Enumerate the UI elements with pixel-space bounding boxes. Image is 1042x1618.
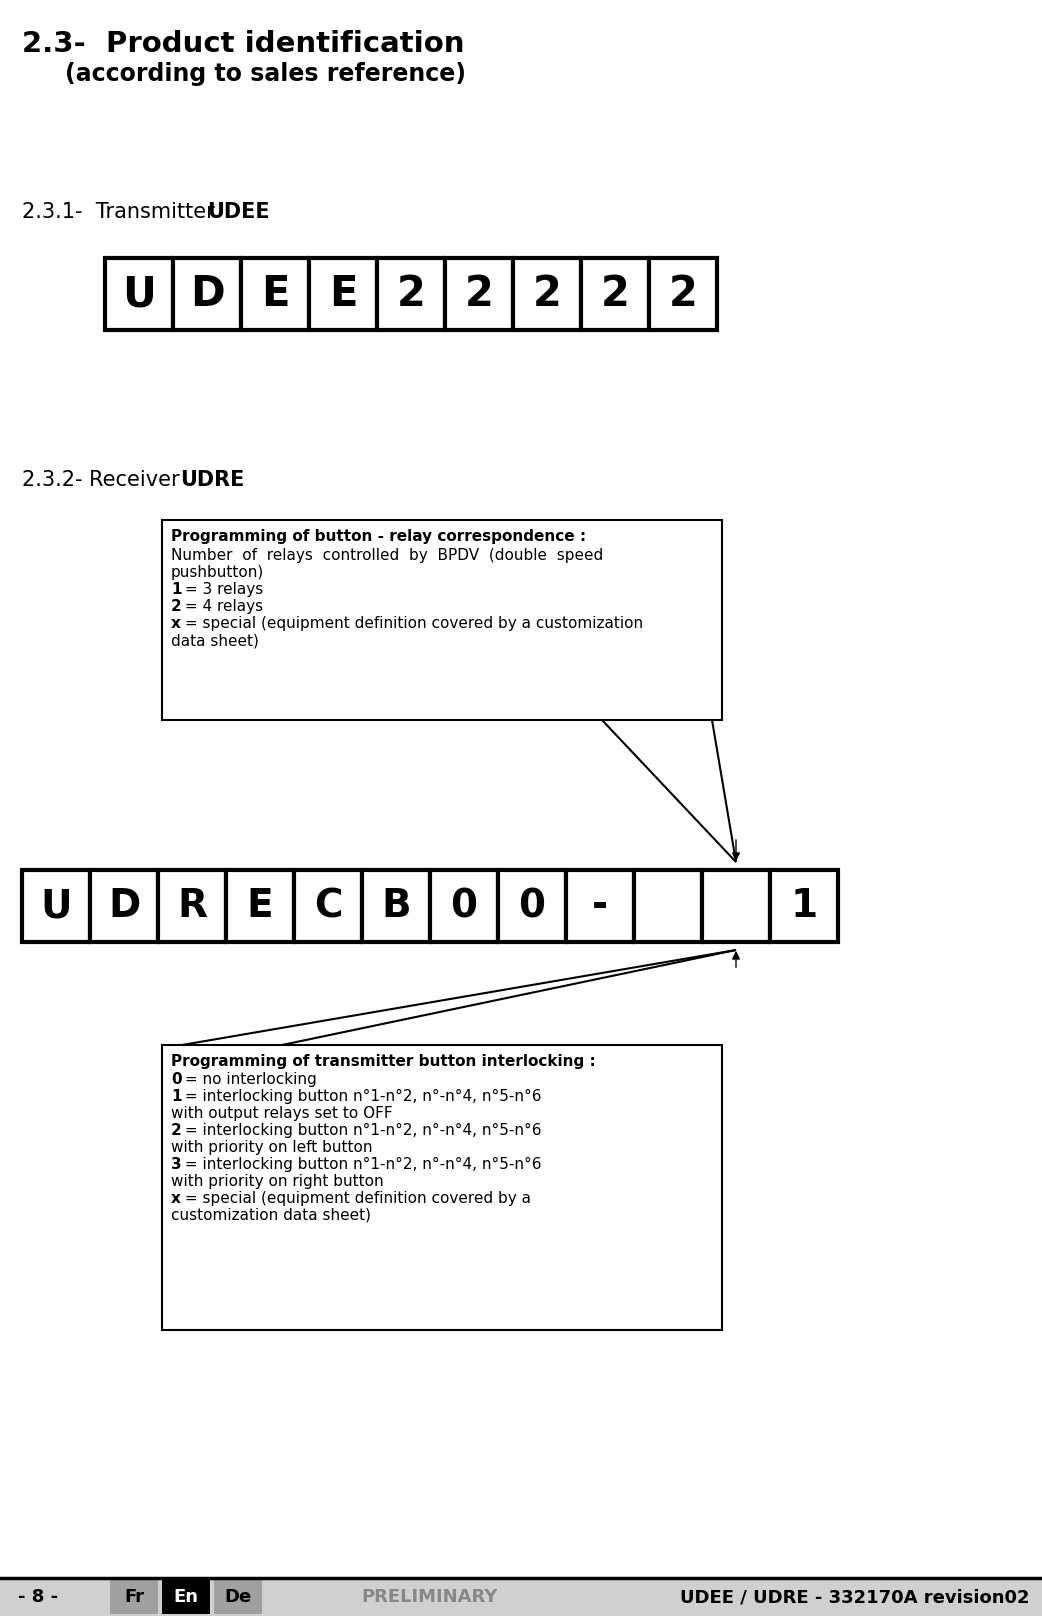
Text: = no interlocking: = no interlocking: [180, 1073, 317, 1087]
Bar: [566, 870, 634, 942]
Text: 2: 2: [669, 273, 697, 316]
Bar: [162, 1045, 722, 1330]
Bar: [214, 1581, 262, 1615]
Text: x: x: [171, 1191, 181, 1205]
Text: with output relays set to OFF: with output relays set to OFF: [171, 1107, 393, 1121]
Bar: [498, 870, 566, 942]
Text: E: E: [260, 273, 290, 316]
Text: 2.3.2- Receiver: 2.3.2- Receiver: [22, 469, 187, 490]
Text: x: x: [171, 616, 181, 631]
Text: 2: 2: [171, 1123, 181, 1137]
Bar: [362, 870, 430, 942]
Text: 2: 2: [171, 599, 181, 613]
Bar: [430, 870, 498, 942]
Text: = 3 relays: = 3 relays: [180, 582, 264, 597]
Text: (according to sales reference): (according to sales reference): [65, 61, 466, 86]
Text: De: De: [224, 1587, 251, 1607]
Bar: [649, 257, 717, 330]
Bar: [294, 870, 362, 942]
Bar: [173, 257, 241, 330]
Text: 0: 0: [171, 1073, 181, 1087]
Text: = special (equipment definition covered by a customization: = special (equipment definition covered …: [180, 616, 643, 631]
Text: 1: 1: [171, 1089, 181, 1103]
Text: UDEE / UDRE - 332170A revision02: UDEE / UDRE - 332170A revision02: [680, 1587, 1029, 1607]
Bar: [770, 870, 838, 942]
Text: UDEE: UDEE: [207, 202, 270, 222]
Bar: [105, 257, 173, 330]
Text: U: U: [41, 887, 72, 925]
Bar: [445, 257, 513, 330]
Text: -: -: [592, 887, 609, 925]
Bar: [162, 519, 722, 720]
Text: 1: 1: [171, 582, 181, 597]
Text: 2: 2: [465, 273, 494, 316]
Bar: [377, 257, 445, 330]
Bar: [581, 257, 649, 330]
Text: = special (equipment definition covered by a: = special (equipment definition covered …: [180, 1191, 531, 1205]
Text: D: D: [108, 887, 140, 925]
Text: = interlocking button n°1-n°2, n°-n°4, n°5-n°6: = interlocking button n°1-n°2, n°-n°4, n…: [180, 1157, 542, 1171]
Text: data sheet): data sheet): [171, 633, 258, 647]
Bar: [90, 870, 158, 942]
Text: UDRE: UDRE: [180, 469, 245, 490]
Text: pushbutton): pushbutton): [171, 565, 265, 579]
Text: 0: 0: [450, 887, 477, 925]
Text: Programming of button - relay correspondence :: Programming of button - relay correspond…: [171, 529, 586, 544]
Text: E: E: [247, 887, 273, 925]
Text: - 8 -: - 8 -: [18, 1587, 58, 1607]
Text: 2: 2: [397, 273, 425, 316]
Text: E: E: [328, 273, 357, 316]
Text: B: B: [381, 887, 411, 925]
Text: C: C: [314, 887, 342, 925]
Text: 2.3.1-  Transmitter: 2.3.1- Transmitter: [22, 202, 221, 222]
Bar: [241, 257, 309, 330]
Text: = 4 relays: = 4 relays: [180, 599, 264, 613]
Bar: [634, 870, 702, 942]
Text: U: U: [122, 273, 156, 316]
Text: 3: 3: [171, 1157, 181, 1171]
Bar: [226, 870, 294, 942]
Text: 2: 2: [532, 273, 562, 316]
Text: R: R: [177, 887, 207, 925]
Text: = interlocking button n°1-n°2, n°-n°4, n°5-n°6: = interlocking button n°1-n°2, n°-n°4, n…: [180, 1089, 542, 1103]
Text: Fr: Fr: [124, 1587, 144, 1607]
Bar: [162, 1581, 210, 1615]
Text: PRELIMINARY: PRELIMINARY: [362, 1587, 498, 1607]
Bar: [158, 870, 226, 942]
Text: 2.3-  Product identification: 2.3- Product identification: [22, 31, 465, 58]
Bar: [110, 1581, 158, 1615]
Text: customization data sheet): customization data sheet): [171, 1209, 371, 1223]
Text: Programming of transmitter button interlocking :: Programming of transmitter button interl…: [171, 1053, 596, 1069]
Bar: [513, 257, 581, 330]
Text: with priority on right button: with priority on right button: [171, 1175, 383, 1189]
Text: D: D: [190, 273, 224, 316]
Bar: [702, 870, 770, 942]
Text: En: En: [174, 1587, 198, 1607]
Text: = interlocking button n°1-n°2, n°-n°4, n°5-n°6: = interlocking button n°1-n°2, n°-n°4, n…: [180, 1123, 542, 1137]
Bar: [22, 870, 90, 942]
Bar: [309, 257, 377, 330]
Text: with priority on left button: with priority on left button: [171, 1141, 372, 1155]
Text: 1: 1: [791, 887, 818, 925]
Text: 2: 2: [600, 273, 629, 316]
Bar: [0, 1578, 1042, 1616]
Text: 0: 0: [519, 887, 546, 925]
Text: Number  of  relays  controlled  by  BPDV  (double  speed: Number of relays controlled by BPDV (dou…: [171, 549, 603, 563]
